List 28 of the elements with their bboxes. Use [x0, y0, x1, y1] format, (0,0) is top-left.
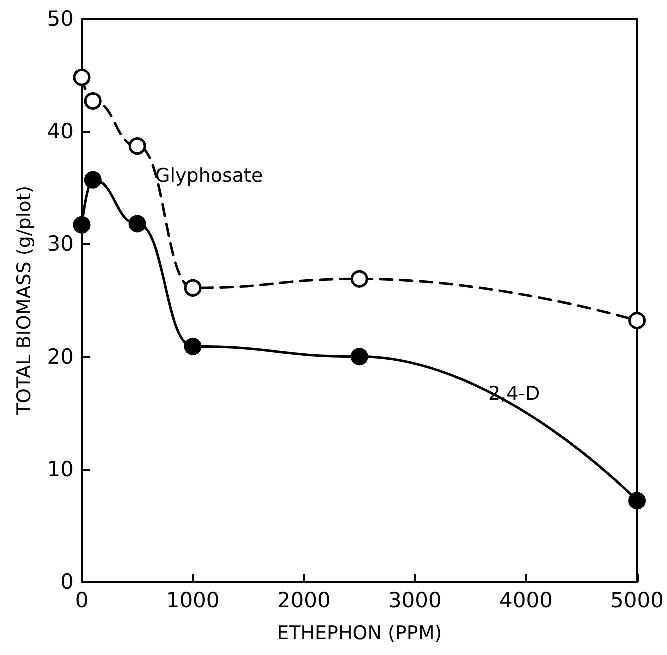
point: [350, 270, 368, 288]
point: [628, 492, 646, 510]
series-label: Glyphosate: [156, 165, 264, 188]
point: [84, 92, 102, 110]
series-label: 2,4-D: [488, 382, 540, 405]
y-tick-label: 40: [47, 120, 74, 144]
x-tick-label: 2000: [277, 588, 331, 612]
y-tick-label: 30: [47, 232, 74, 256]
point: [350, 348, 368, 366]
point: [184, 338, 202, 356]
x-tick-label: 4000: [499, 588, 553, 612]
point: [128, 137, 146, 155]
point: [184, 279, 202, 297]
x-tick-label: 3000: [388, 588, 442, 612]
y-tick-label: 10: [47, 457, 74, 482]
point: [73, 216, 91, 234]
x-tick-label: 0: [75, 588, 89, 612]
y-tick-label: 50: [47, 7, 74, 31]
point: [84, 171, 102, 189]
x-axis-title: ETHEPHON (PPM): [277, 622, 442, 644]
point: [73, 68, 91, 86]
y-axis-title: TOTAL BIOMASS (g/plot): [14, 186, 36, 416]
x-tick-label: 5000: [610, 588, 664, 612]
y-tick-label: 20: [47, 344, 74, 369]
x-tick-label: 1000: [166, 588, 220, 612]
y-tick-label: 0: [60, 570, 74, 594]
point: [128, 215, 146, 233]
point: [628, 312, 646, 330]
